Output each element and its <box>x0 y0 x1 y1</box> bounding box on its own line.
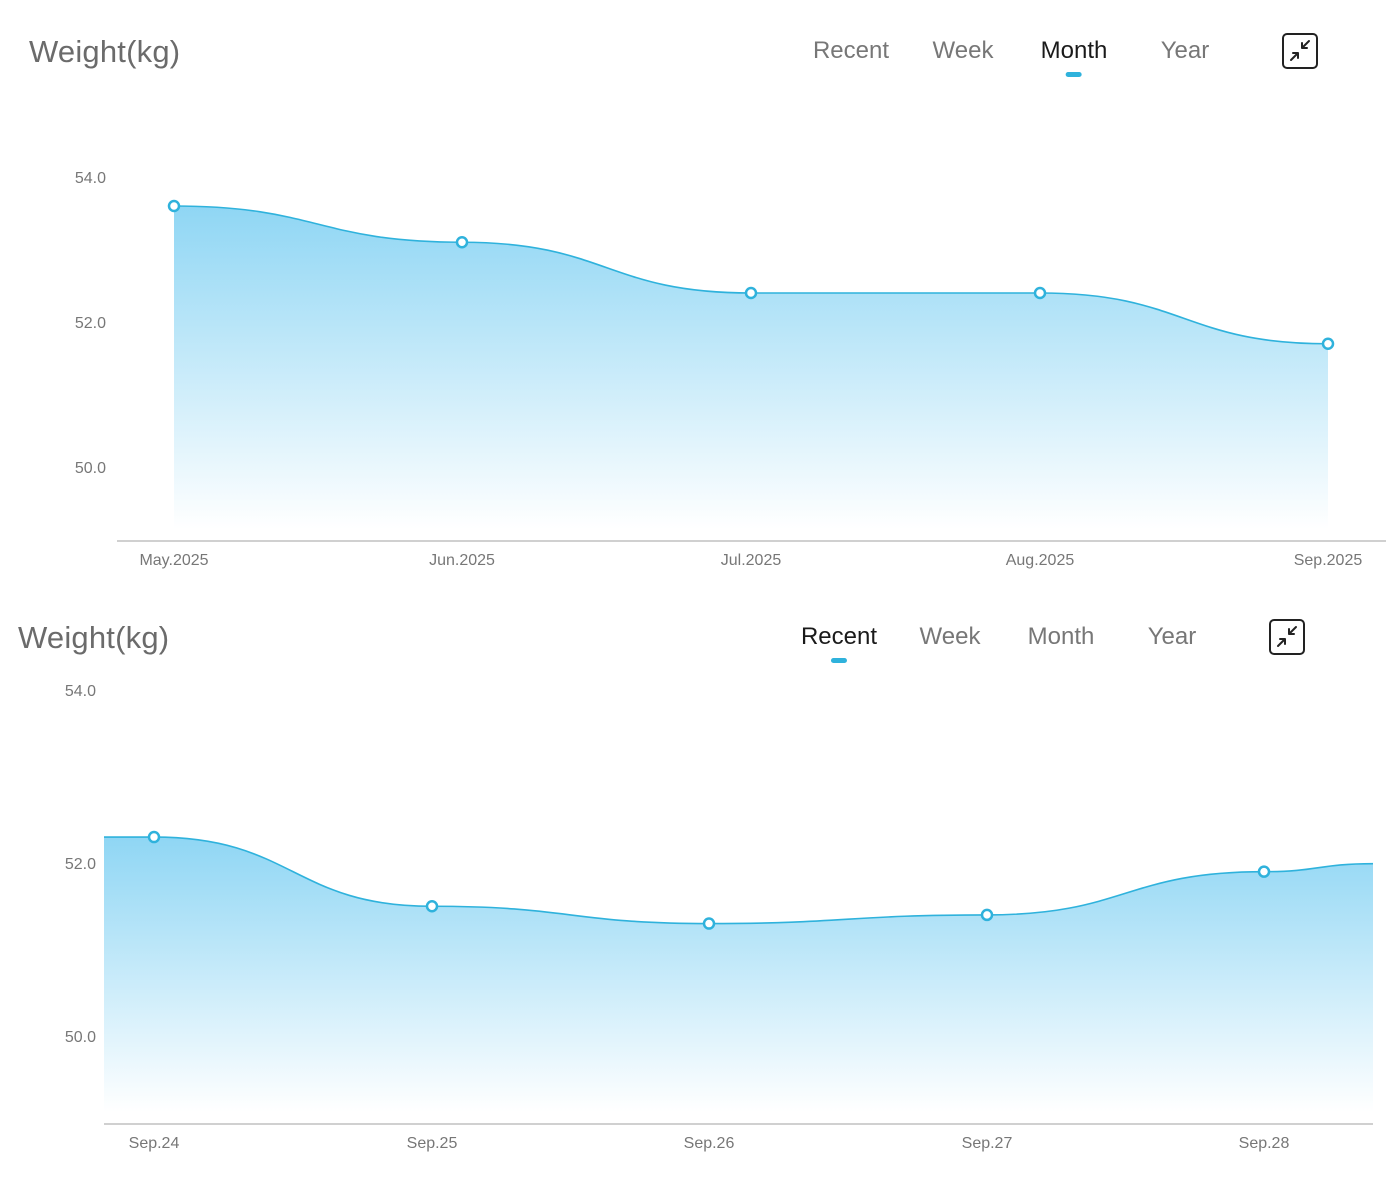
collapse-arrows-icon <box>1290 40 1310 61</box>
data-point[interactable] <box>980 908 994 922</box>
x-tick-label: May.2025 <box>139 552 208 569</box>
y-tick-label: 52.0 <box>65 856 96 873</box>
tab-week[interactable]: Week <box>933 37 994 65</box>
y-tick-label: 54.0 <box>75 170 106 187</box>
x-tick-label: Sep.27 <box>962 1135 1013 1152</box>
x-tick-label: Sep.25 <box>407 1135 458 1152</box>
tab-label: Week <box>932 37 994 64</box>
collapse-arrows-icon <box>1277 626 1297 647</box>
chart-title: Weight(kg) <box>29 34 181 69</box>
data-point[interactable] <box>167 199 181 213</box>
data-point[interactable] <box>1321 337 1335 350</box>
y-tick-label: 50.0 <box>65 1029 96 1046</box>
area-fill <box>174 206 1328 529</box>
weight-chart-month: 50.0 52.0 54.0 May.2025 Jun.2025 Jul.2025 Aug.… <box>75 170 1386 569</box>
data-point[interactable] <box>1033 286 1047 300</box>
tab-label: Recent <box>812 37 890 64</box>
tab-label: Recent <box>800 623 878 650</box>
tab-month[interactable]: Month <box>1040 37 1108 77</box>
data-point[interactable] <box>147 830 161 844</box>
weight-chart-month-panel: 50.0 52.0 54.0 May.2025 Jun.2025 Jul.2025 Aug.… <box>0 0 1400 590</box>
x-tick-label: Sep.24 <box>129 1135 180 1152</box>
chart-title: Weight(kg) <box>18 620 170 655</box>
x-tick-label: Jun.2025 <box>429 552 495 569</box>
tab-recent[interactable]: Recent <box>800 623 878 663</box>
x-tick-label: Sep.28 <box>1239 1135 1290 1152</box>
y-tick-label: 50.0 <box>75 460 106 477</box>
y-tick-label: 52.0 <box>75 315 106 332</box>
tab-year[interactable]: Year <box>1148 623 1197 651</box>
weight-chart-recent-panel: 50.0 52.0 54.0 Sep.24 Sep.25 Sep.26 Sep.27 Sep.… <box>0 590 1400 1191</box>
tab-year[interactable]: Year <box>1161 37 1210 65</box>
tab-label: Year <box>1147 623 1197 650</box>
tab-label: Week <box>919 623 981 650</box>
active-tab-indicator <box>1065 72 1082 77</box>
data-point[interactable] <box>702 917 716 930</box>
data-point[interactable] <box>455 236 469 249</box>
data-point[interactable] <box>744 286 758 300</box>
weight-chart-recent: 50.0 52.0 54.0 Sep.24 Sep.25 Sep.26 Sep.27 Sep.… <box>65 683 1374 1152</box>
active-tab-indicator <box>830 658 847 663</box>
tab-week[interactable]: Week <box>920 623 981 651</box>
y-tick-label: 54.0 <box>65 683 96 700</box>
x-tick-label: Aug.2025 <box>1006 552 1075 569</box>
tab-month[interactable]: Month <box>1028 623 1095 651</box>
data-point[interactable] <box>1257 865 1271 878</box>
tab-recent[interactable]: Recent <box>813 37 889 65</box>
tab-label: Year <box>1160 37 1210 64</box>
tab-label: Month <box>1040 37 1108 64</box>
x-tick-label: Sep.2025 <box>1294 552 1363 569</box>
collapse-chart-button[interactable] <box>1269 619 1305 655</box>
collapse-chart-button[interactable] <box>1282 33 1318 69</box>
x-tick-label: Sep.26 <box>684 1135 735 1152</box>
data-point[interactable] <box>425 900 439 913</box>
area-fill <box>104 837 1373 1112</box>
x-tick-label: Jul.2025 <box>721 552 782 569</box>
tab-label: Month <box>1027 623 1095 650</box>
